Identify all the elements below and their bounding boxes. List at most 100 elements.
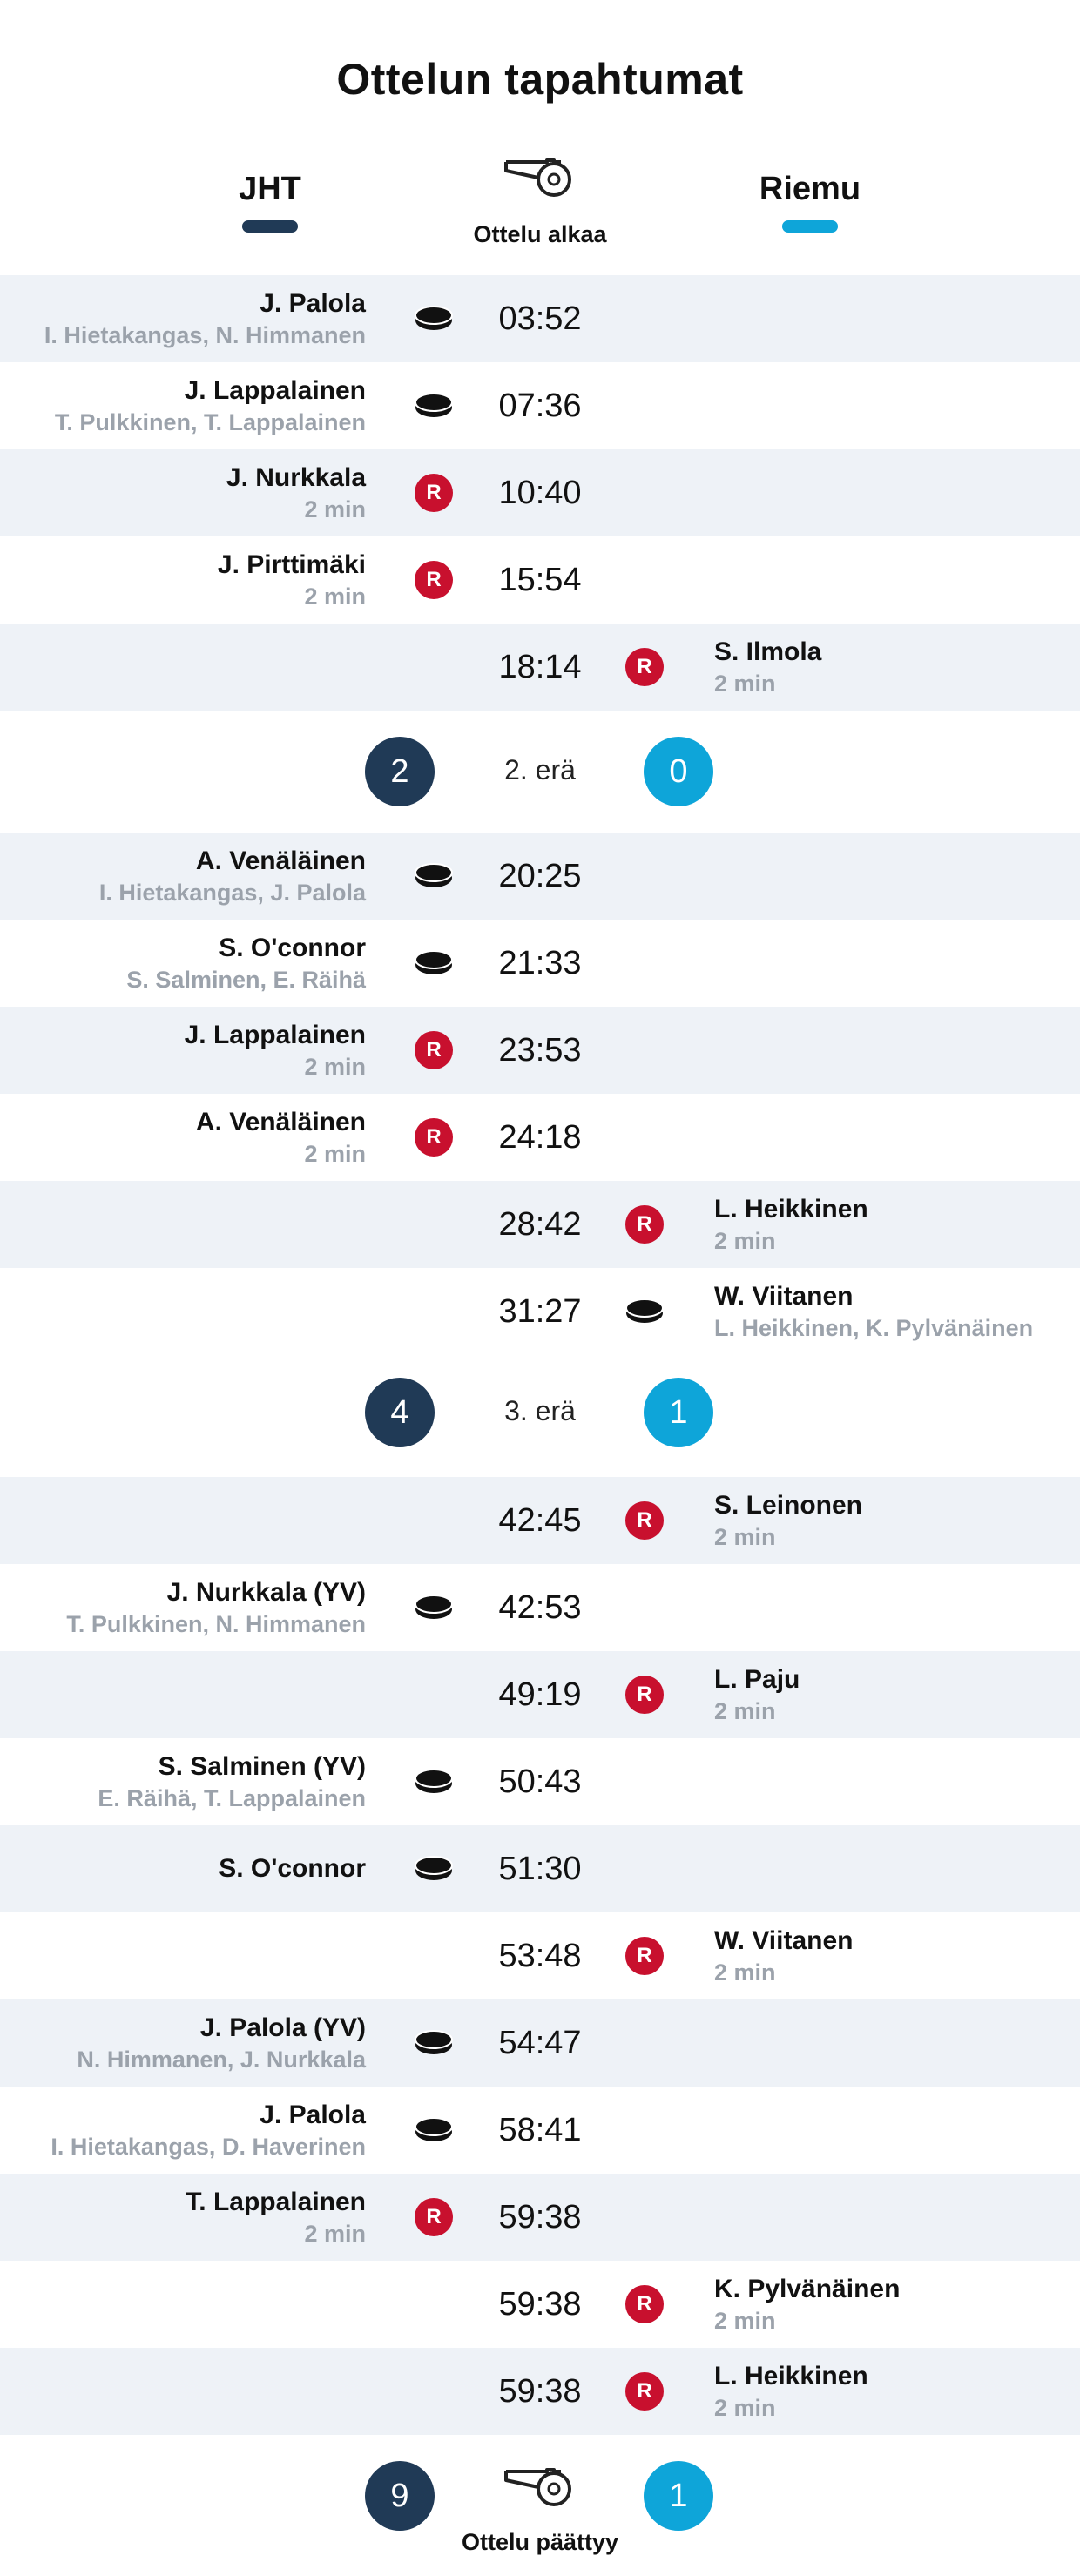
event-time: 59:38 [498, 2199, 582, 2235]
event-info: K. Pylvänäinen 2 min [714, 2261, 900, 2348]
event-time: 21:33 [498, 945, 582, 981]
player-name: S. O'connor [219, 1854, 366, 1883]
penalty-duration: 2 min [714, 1523, 776, 1550]
penalty-badge: R [415, 561, 453, 599]
player-name: L. Heikkinen [714, 2361, 868, 2391]
penalty-icon: R [408, 2174, 460, 2261]
player-name: L. Heikkinen [714, 1194, 868, 1224]
penalty-icon: R [618, 1912, 671, 1999]
puck-icon [408, 1999, 460, 2087]
event-info: L. Heikkinen 2 min [714, 1181, 868, 1268]
period-home-score: 2 [365, 737, 435, 806]
away-team-color-bar [782, 220, 838, 233]
penalty-icon: R [618, 2261, 671, 2348]
penalty-badge: R [415, 474, 453, 512]
event-row: 15:54 R J. Pirttimäki 2 min [0, 536, 1080, 624]
event-row: 10:40 R J. Nurkkala 2 min [0, 449, 1080, 536]
penalty-duration: 2 min [304, 496, 366, 523]
event-row: 54:47 J. Palola (YV) N. Himmanen, J. Nurkk… [0, 1999, 1080, 2087]
event-info: S. O'connor [219, 1825, 366, 1912]
penalty-badge: R [625, 1676, 664, 1714]
event-time: 23:53 [498, 1032, 582, 1069]
player-name: J. Lappalainen [184, 1020, 366, 1049]
event-time: 53:48 [498, 1938, 582, 1974]
penalty-badge: R [415, 1118, 453, 1157]
final-home-score: 9 [365, 2461, 435, 2531]
event-row: 51:30 S. O'connor [0, 1825, 1080, 1912]
puck-icon [408, 2087, 460, 2174]
event-info: J. Lappalainen 2 min [185, 1007, 366, 1094]
player-name: W. Viitanen [714, 1281, 854, 1311]
penalty-badge: R [415, 1031, 453, 1069]
penalty-duration: 2 min [304, 1053, 366, 1080]
event-row: 18:14 R S. Ilmola 2 min [0, 624, 1080, 711]
puck-icon [408, 920, 460, 1007]
event-info: T. Lappalainen 2 min [186, 2174, 366, 2261]
player-name: J. Nurkkala (YV) [166, 1577, 366, 1607]
penalty-badge: R [625, 1205, 664, 1244]
event-row: 24:18 R A. Venäläinen 2 min [0, 1094, 1080, 1181]
event-time: 07:36 [498, 388, 582, 424]
assists-text: T. Pulkkinen, T. Lappalainen [54, 408, 366, 435]
penalty-duration: 2 min [714, 2394, 776, 2421]
period-label: 3. erä [504, 1395, 576, 1426]
event-time: 50:43 [498, 1763, 582, 1800]
event-info: J. Palola (YV) N. Himmanen, J. Nurkkala [77, 1999, 366, 2087]
player-name: T. Lappalainen [186, 2187, 366, 2216]
event-time: 58:41 [498, 2112, 582, 2148]
assists-text: E. Räihä, T. Lappalainen [98, 1784, 366, 1811]
event-row: 23:53 R J. Lappalainen 2 min [0, 1007, 1080, 1094]
event-info: J. Palola I. Hietakangas, N. Himmanen [44, 275, 366, 362]
penalty-icon: R [618, 1477, 671, 1564]
period-away-score: 0 [644, 737, 713, 806]
home-team-color-bar [242, 220, 298, 233]
event-info: J. Lappalainen T. Pulkkinen, T. Lappalain… [55, 362, 366, 449]
event-row: 50:43 S. Salminen (YV) E. Räihä, T. Lappal… [0, 1738, 1080, 1825]
player-name: J. Palola [260, 288, 366, 318]
event-info: S. Ilmola 2 min [714, 624, 821, 711]
penalty-badge: R [625, 2372, 664, 2411]
assists-text: T. Pulkkinen, N. Himmanen [66, 1610, 366, 1637]
penalty-badge: R [625, 1937, 664, 1975]
period-home-score: 4 [365, 1378, 435, 1447]
penalty-icon: R [408, 1094, 460, 1181]
event-row: 42:53 J. Nurkkala (YV) T. Pulkkinen, N. Hi… [0, 1564, 1080, 1651]
penalty-duration: 2 min [304, 2220, 366, 2247]
player-name: K. Pylvänäinen [714, 2274, 901, 2303]
player-name: A. Venäläinen [195, 846, 366, 875]
event-info: L. Heikkinen 2 min [714, 2348, 868, 2435]
puck-icon [408, 1564, 460, 1651]
penalty-icon: R [408, 449, 460, 536]
puck-icon [408, 833, 460, 920]
assists-text: S. Salminen, E. Räihä [126, 966, 366, 993]
page-title: Ottelun tapahtumat [336, 55, 744, 104]
event-row: 59:38 R L. Heikkinen 2 min [0, 2348, 1080, 2435]
player-name: J. Palola (YV) [199, 2013, 366, 2042]
event-row: 20:25 A. Venäläinen I. Hietakangas, J. Pal… [0, 833, 1080, 920]
event-time: 24:18 [498, 1119, 582, 1156]
puck-icon [408, 275, 460, 362]
event-time: 51:30 [498, 1851, 582, 1887]
penalty-icon: R [618, 2348, 671, 2435]
event-time: 15:54 [498, 562, 582, 598]
match-start-caption: Ottelu alkaa [473, 221, 607, 247]
whistle-icon [504, 158, 571, 197]
event-info: S. Leinonen 2 min [714, 1477, 862, 1564]
player-name: S. O'connor [219, 933, 366, 962]
event-info: A. Venäläinen 2 min [196, 1094, 366, 1181]
event-info: A. Venäläinen I. Hietakangas, J. Palola [99, 833, 366, 920]
event-time: 59:38 [498, 2373, 582, 2410]
penalty-duration: 2 min [714, 1697, 776, 1724]
player-name: S. Leinonen [714, 1490, 863, 1520]
penalty-duration: 2 min [714, 670, 776, 697]
penalty-badge: R [415, 2198, 453, 2236]
assists-text: L. Heikkinen, K. Pylvänäinen [714, 1314, 1034, 1341]
event-row: 59:38 R T. Lappalainen 2 min [0, 2174, 1080, 2261]
event-time: 03:52 [498, 300, 582, 337]
event-time: 49:19 [498, 1676, 582, 1713]
penalty-duration: 2 min [714, 1959, 776, 1986]
event-row: 03:52 J. Palola I. Hietakangas, N. Himmane… [0, 275, 1080, 362]
penalty-duration: 2 min [714, 2307, 776, 2334]
event-row: 07:36 J. Lappalainen T. Pulkkinen, T. Lapp… [0, 362, 1080, 449]
event-time: 18:14 [498, 649, 582, 685]
